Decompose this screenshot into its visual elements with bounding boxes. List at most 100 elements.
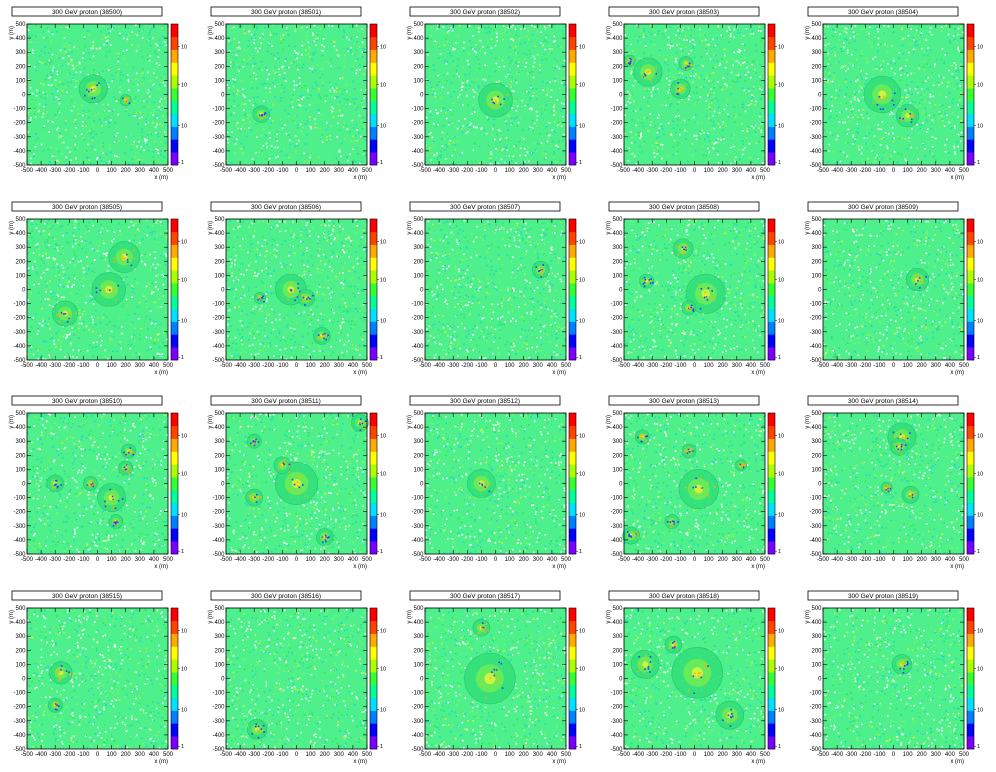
panel-title: 300 GeV proton (38506) xyxy=(251,204,321,211)
color-bar-label: 10 xyxy=(778,667,784,673)
x-tick-label: 200 xyxy=(519,557,530,563)
x-tick-label: 100 xyxy=(505,752,516,758)
y-tick-label: -200 xyxy=(610,316,623,322)
y-tick-label: 300 xyxy=(15,634,26,640)
y-tick-label: 200 xyxy=(214,648,225,654)
x-tick-label: -300 xyxy=(646,168,659,174)
x-tick-label: 500 xyxy=(163,168,174,174)
color-bar-label: 1 xyxy=(380,549,383,555)
y-tick-label: -400 xyxy=(13,149,26,155)
x-tick-label: -500 xyxy=(21,752,34,758)
color-bar: 10 10 10 1 xyxy=(568,218,585,361)
x-tick-label: 200 xyxy=(917,557,928,563)
x-tick-label: 200 xyxy=(917,363,928,369)
x-tick-label: 200 xyxy=(718,557,729,563)
x-tick-label: -400 xyxy=(433,752,446,758)
x-tick-label: -200 xyxy=(461,752,474,758)
x-tick-label: 400 xyxy=(945,752,956,758)
shower-cluster xyxy=(639,273,654,289)
shower-cluster xyxy=(351,414,369,432)
panel-title: 300 GeV proton (38508) xyxy=(649,204,719,211)
x-tick-label: 400 xyxy=(945,168,956,174)
x-tick-label: -100 xyxy=(77,752,90,758)
x-tick-label: 500 xyxy=(163,363,174,369)
y-tick-label: -200 xyxy=(411,705,424,711)
x-tick-label: -300 xyxy=(248,557,261,563)
color-bar-label: 10 xyxy=(380,124,386,130)
y-tick-label: 400 xyxy=(15,425,26,431)
color-bar-label: 1 xyxy=(181,549,184,555)
x-tick-label: 0 xyxy=(96,363,100,369)
panel-title-box xyxy=(210,590,362,601)
y-tick-label: 500 xyxy=(214,217,225,223)
x-tick-label: 500 xyxy=(959,752,970,758)
x-tick-label: -500 xyxy=(419,363,432,369)
x-tick-label: 500 xyxy=(362,168,373,174)
y-tick-label: -200 xyxy=(212,705,225,711)
x-tick-label: 100 xyxy=(704,557,715,563)
y-tick-label: -100 xyxy=(809,302,822,308)
panel-title-box xyxy=(807,201,959,212)
color-bar-label: 10 xyxy=(181,472,187,478)
color-bar: 10 10 10 1 xyxy=(767,218,784,361)
shower-cluster xyxy=(678,56,694,71)
x-axis-label: x (m) xyxy=(950,564,964,570)
x-tick-label: -500 xyxy=(21,168,34,174)
x-tick-label: 300 xyxy=(334,363,345,369)
color-bar-label: 10 xyxy=(977,83,983,89)
x-tick-label: -400 xyxy=(433,557,446,563)
noise-texture xyxy=(425,608,567,749)
y-tick-label: 400 xyxy=(811,620,822,626)
y-tick-label: -400 xyxy=(809,149,822,155)
y-tick-label: 200 xyxy=(612,64,623,70)
y-tick-label: -200 xyxy=(212,316,225,322)
x-tick-label: 200 xyxy=(121,363,132,369)
x-tick-label: 100 xyxy=(903,752,914,758)
x-tick-label: 500 xyxy=(760,752,771,758)
x-tick-label: 300 xyxy=(732,363,743,369)
x-tick-label: -400 xyxy=(234,752,247,758)
panel-title: 300 GeV proton (38504) xyxy=(848,9,918,16)
x-tick-label: 100 xyxy=(704,168,715,174)
color-bar-label: 10 xyxy=(181,708,187,714)
x-tick-label: -500 xyxy=(419,752,432,758)
y-tick-label: -200 xyxy=(411,510,424,516)
panel-title: 300 GeV proton (38512) xyxy=(450,398,520,405)
color-bar-label: 1 xyxy=(778,549,781,555)
color-bar-label: 1 xyxy=(977,355,980,361)
x-tick-label: -200 xyxy=(262,557,275,563)
color-bar-label: 1 xyxy=(778,355,781,361)
x-axis-label: x (m) xyxy=(154,175,168,181)
x-tick-label: -100 xyxy=(276,557,289,563)
y-tick-label: 200 xyxy=(811,453,822,459)
y-axis-label: y (m) xyxy=(9,610,15,624)
color-bar-label: 10 xyxy=(380,83,386,89)
y-tick-label: 500 xyxy=(214,411,225,417)
y-tick-label: 300 xyxy=(214,50,225,56)
y-tick-label: 100 xyxy=(214,467,225,473)
x-tick-label: 200 xyxy=(718,752,729,758)
x-tick-label: -500 xyxy=(618,557,631,563)
panel-title-box xyxy=(210,201,362,212)
panel-title-box xyxy=(210,6,362,17)
color-bar-label: 10 xyxy=(181,434,187,440)
y-tick-label: -200 xyxy=(13,705,26,711)
y-tick-label: -100 xyxy=(610,302,623,308)
shower-cluster xyxy=(664,635,683,654)
color-bar-label: 10 xyxy=(380,278,386,284)
y-tick-label: 500 xyxy=(413,217,424,223)
y-tick-label: -100 xyxy=(212,691,225,697)
y-tick-label: 100 xyxy=(214,662,225,668)
y-tick-label: 200 xyxy=(15,64,26,70)
color-bar-label: 10 xyxy=(380,434,386,440)
x-tick-label: -300 xyxy=(248,752,261,758)
color-bar: 10 10 10 1 xyxy=(568,607,585,750)
x-tick-label: 0 xyxy=(892,557,896,563)
shower-cluster xyxy=(880,481,893,494)
y-tick-label: -100 xyxy=(411,496,424,502)
y-tick-label: -500 xyxy=(13,358,26,364)
x-axis-label: x (m) xyxy=(353,564,367,570)
y-tick-label: 0 xyxy=(221,677,225,683)
x-tick-label: 400 xyxy=(945,557,956,563)
y-tick-label: 0 xyxy=(221,93,225,99)
